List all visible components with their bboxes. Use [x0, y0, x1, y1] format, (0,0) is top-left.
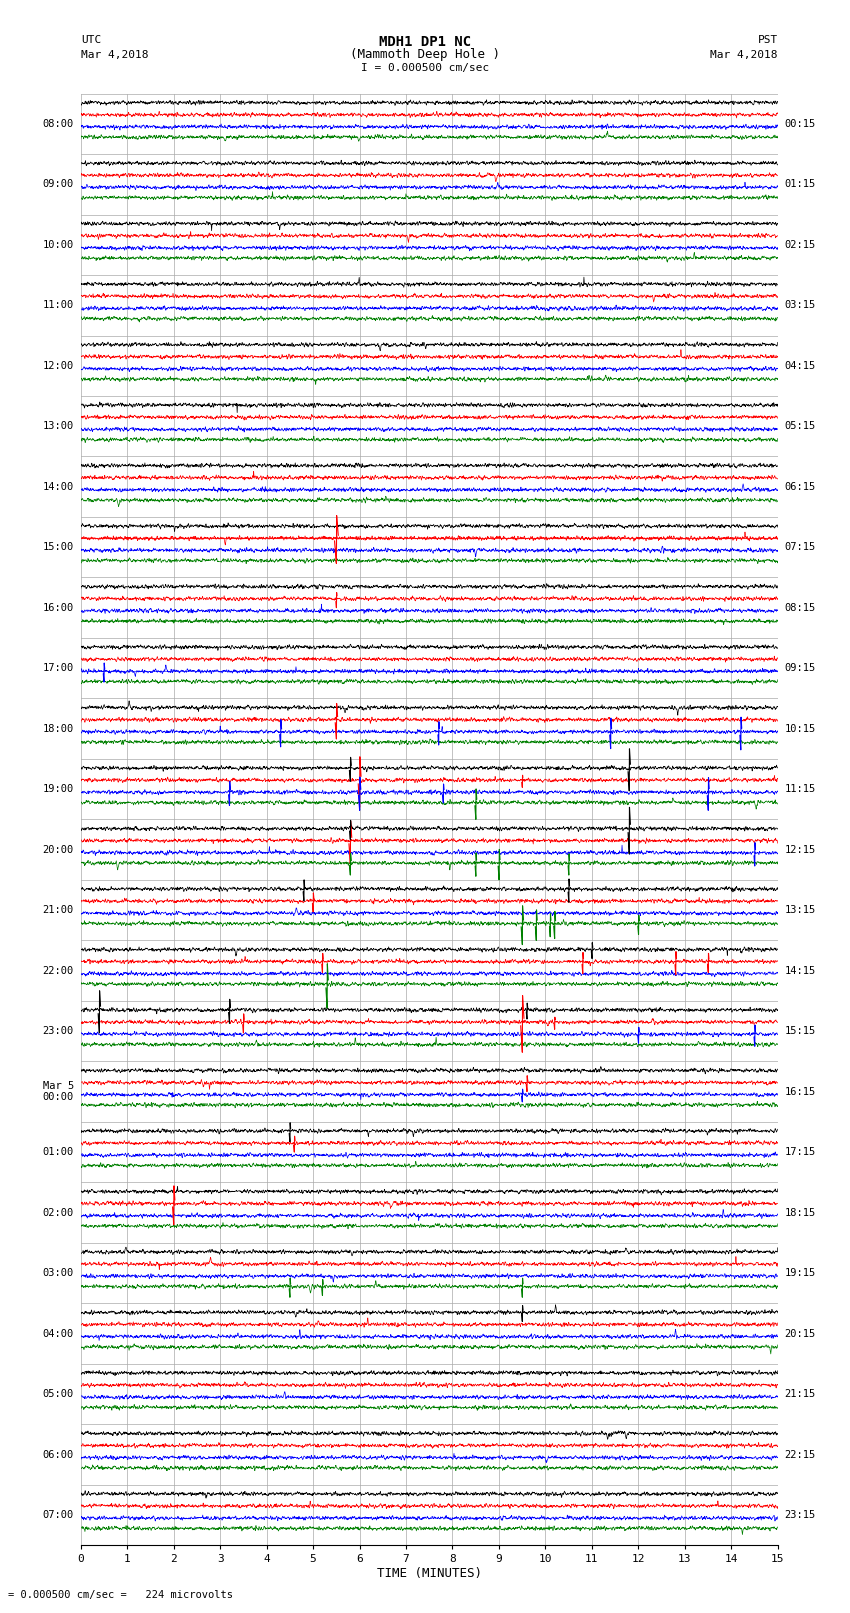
Text: 19:15: 19:15 [785, 1268, 816, 1277]
Text: 00:15: 00:15 [785, 119, 816, 129]
Text: 04:00: 04:00 [42, 1329, 74, 1339]
Text: 20:00: 20:00 [42, 845, 74, 855]
Text: 21:15: 21:15 [785, 1389, 816, 1398]
Text: 13:00: 13:00 [42, 421, 74, 431]
Text: 23:00: 23:00 [42, 1026, 74, 1036]
Text: 21:00: 21:00 [42, 905, 74, 915]
Text: 11:15: 11:15 [785, 784, 816, 794]
Text: 02:00: 02:00 [42, 1208, 74, 1218]
Text: 03:15: 03:15 [785, 300, 816, 310]
Text: 18:15: 18:15 [785, 1208, 816, 1218]
Text: 22:15: 22:15 [785, 1450, 816, 1460]
Text: 06:15: 06:15 [785, 482, 816, 492]
Text: MDH1 DP1 NC: MDH1 DP1 NC [379, 35, 471, 50]
Text: 12:00: 12:00 [42, 361, 74, 371]
Text: = 0.000500 cm/sec =   224 microvolts: = 0.000500 cm/sec = 224 microvolts [8, 1590, 234, 1600]
Text: 23:15: 23:15 [785, 1510, 816, 1519]
Text: 07:00: 07:00 [42, 1510, 74, 1519]
Text: 04:15: 04:15 [785, 361, 816, 371]
Text: 20:15: 20:15 [785, 1329, 816, 1339]
Text: 19:00: 19:00 [42, 784, 74, 794]
Text: 08:15: 08:15 [785, 603, 816, 613]
Text: 14:00: 14:00 [42, 482, 74, 492]
Text: 12:15: 12:15 [785, 845, 816, 855]
X-axis label: TIME (MINUTES): TIME (MINUTES) [377, 1568, 482, 1581]
Text: 05:00: 05:00 [42, 1389, 74, 1398]
Text: 17:15: 17:15 [785, 1147, 816, 1157]
Text: 22:00: 22:00 [42, 966, 74, 976]
Text: Mar 4,2018: Mar 4,2018 [711, 50, 778, 60]
Text: 03:00: 03:00 [42, 1268, 74, 1277]
Text: UTC: UTC [81, 35, 101, 45]
Text: I = 0.000500 cm/sec: I = 0.000500 cm/sec [361, 63, 489, 73]
Text: 01:00: 01:00 [42, 1147, 74, 1157]
Text: 11:00: 11:00 [42, 300, 74, 310]
Text: 14:15: 14:15 [785, 966, 816, 976]
Text: 02:15: 02:15 [785, 240, 816, 250]
Text: (Mammoth Deep Hole ): (Mammoth Deep Hole ) [350, 48, 500, 61]
Text: PST: PST [757, 35, 778, 45]
Text: 18:00: 18:00 [42, 724, 74, 734]
Text: 15:15: 15:15 [785, 1026, 816, 1036]
Text: 16:00: 16:00 [42, 603, 74, 613]
Text: Mar 5
00:00: Mar 5 00:00 [42, 1081, 74, 1102]
Text: 10:00: 10:00 [42, 240, 74, 250]
Text: 17:00: 17:00 [42, 663, 74, 673]
Text: 16:15: 16:15 [785, 1087, 816, 1097]
Text: 13:15: 13:15 [785, 905, 816, 915]
Text: 06:00: 06:00 [42, 1450, 74, 1460]
Text: 08:00: 08:00 [42, 119, 74, 129]
Text: 01:15: 01:15 [785, 179, 816, 189]
Text: 05:15: 05:15 [785, 421, 816, 431]
Text: 07:15: 07:15 [785, 542, 816, 552]
Text: 09:00: 09:00 [42, 179, 74, 189]
Text: 15:00: 15:00 [42, 542, 74, 552]
Text: 10:15: 10:15 [785, 724, 816, 734]
Text: 09:15: 09:15 [785, 663, 816, 673]
Text: Mar 4,2018: Mar 4,2018 [81, 50, 148, 60]
